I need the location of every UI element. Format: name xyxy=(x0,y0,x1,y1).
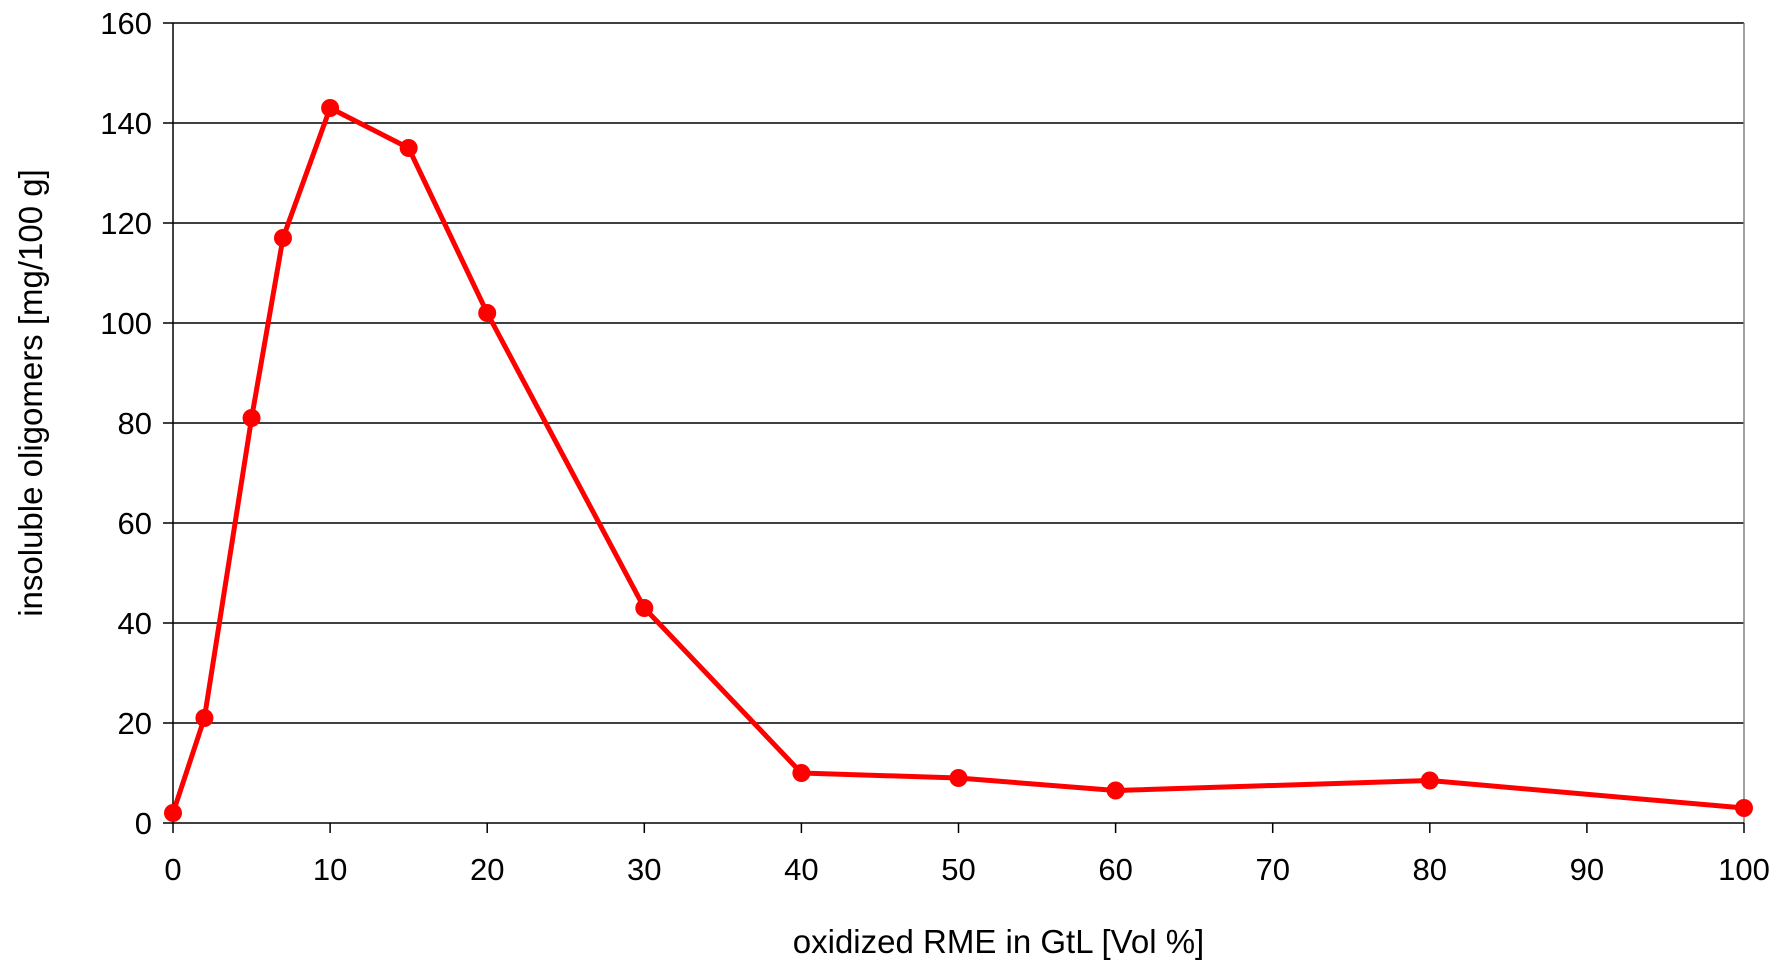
data-point-11 xyxy=(1420,771,1439,790)
x-tick-label-8: 80 xyxy=(1413,852,1447,887)
data-point-6 xyxy=(478,304,497,322)
x-tick-label-5: 50 xyxy=(941,852,975,887)
x-tick-label-10: 100 xyxy=(1718,852,1770,887)
data-point-4 xyxy=(321,99,340,117)
data-point-8 xyxy=(792,764,811,782)
y-tick-label-8: 160 xyxy=(100,6,152,41)
x-tick-label-0: 0 xyxy=(164,852,181,887)
x-tick-label-4: 40 xyxy=(784,852,818,887)
y-tick-label-7: 140 xyxy=(100,106,152,141)
data-point-5 xyxy=(399,139,418,157)
y-tick-label-1: 20 xyxy=(118,706,152,741)
y-tick-label-5: 100 xyxy=(100,306,152,341)
data-point-7 xyxy=(635,599,654,617)
gridlines xyxy=(173,22,1744,724)
data-point-9 xyxy=(949,769,968,787)
x-tick-label-9: 90 xyxy=(1570,852,1604,887)
data-point-10 xyxy=(1106,781,1125,800)
y-tick-label-0: 0 xyxy=(135,806,152,841)
x-tick-label-1: 10 xyxy=(313,852,347,887)
data-point-0 xyxy=(164,804,182,822)
series-line-0 xyxy=(170,105,1745,814)
data-point-2 xyxy=(242,409,261,427)
y-tick-label-3: 60 xyxy=(118,506,152,541)
x-tick-label-2: 20 xyxy=(470,852,504,887)
x-tick-label-3: 30 xyxy=(627,852,661,887)
x-axis-ticks: 0 10 20 30 40 50 60 70 80 90 100 xyxy=(164,823,1770,887)
x-axis-label: oxidized RME in GtL [Vol %] xyxy=(793,923,1204,960)
y-tick-label-2: 40 xyxy=(118,606,152,641)
y-axis-ticks: 0 20 40 60 80 100 120 140 160 xyxy=(100,6,173,841)
data-point-1 xyxy=(195,709,214,727)
data-point-3 xyxy=(273,229,292,247)
data-series xyxy=(164,99,1753,822)
x-tick-label-6: 60 xyxy=(1098,852,1132,887)
y-axis-label: insoluble oligomers [mg/100 g] xyxy=(12,169,49,617)
y-tick-label-6: 120 xyxy=(100,206,152,241)
y-tick-label-4: 80 xyxy=(118,406,152,441)
data-point-12 xyxy=(1735,799,1753,817)
x-tick-label-7: 70 xyxy=(1255,852,1289,887)
